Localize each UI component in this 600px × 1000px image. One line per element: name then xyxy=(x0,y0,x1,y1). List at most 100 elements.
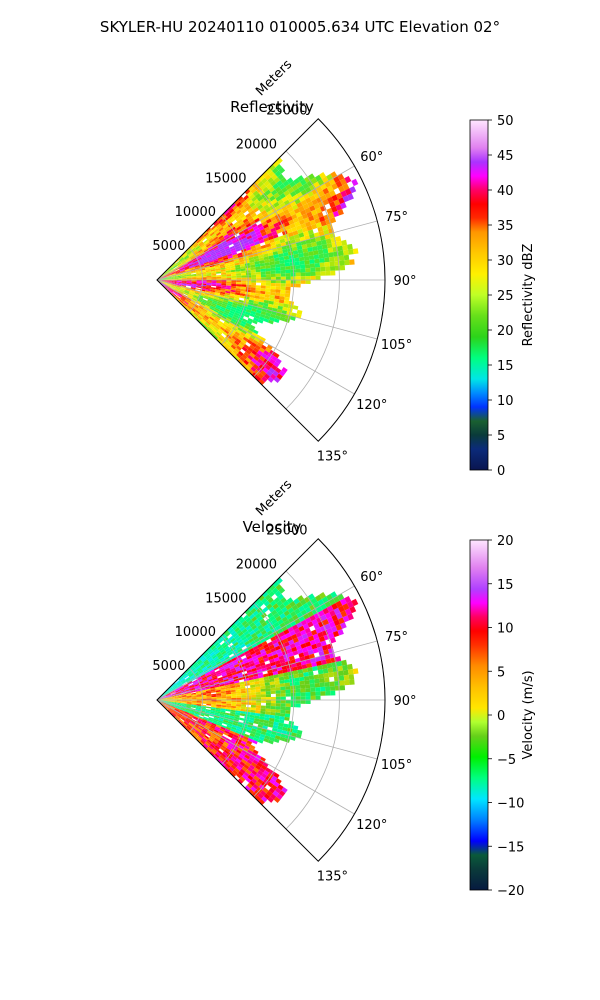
radar-cell xyxy=(272,671,279,676)
radar-cell xyxy=(222,255,228,259)
radar-cell xyxy=(234,619,240,625)
radar-cell xyxy=(209,316,215,321)
radar-cell xyxy=(192,679,198,683)
radar-cell xyxy=(202,667,208,672)
radar-cell xyxy=(174,288,180,291)
radar-cell xyxy=(342,183,350,191)
radar-cell xyxy=(271,207,278,214)
radar-cell xyxy=(176,696,182,698)
radar-cell xyxy=(215,743,222,749)
radar-cell xyxy=(240,729,246,734)
radar-cell xyxy=(183,674,188,679)
radar-cell xyxy=(175,680,180,684)
radar-cell xyxy=(171,280,177,282)
radar-cell xyxy=(209,249,215,253)
radar-cell xyxy=(206,664,212,669)
radar-cell xyxy=(221,735,227,740)
radar-cell xyxy=(255,772,262,779)
radar-cell xyxy=(209,250,216,255)
radar-cell xyxy=(207,228,213,234)
radar-cell xyxy=(171,275,177,277)
radar-cell xyxy=(211,242,217,247)
radar-cell xyxy=(169,688,174,692)
radar-cell xyxy=(292,670,299,675)
radar-cell xyxy=(241,628,248,634)
radar-cell xyxy=(320,640,327,647)
radar-cell xyxy=(216,701,222,704)
radar-cell xyxy=(245,349,252,355)
radar-cell xyxy=(202,259,208,263)
radar-cell xyxy=(211,273,217,276)
radar-cell xyxy=(160,273,165,277)
radar-cell xyxy=(241,704,247,707)
radar-cell xyxy=(322,198,330,206)
radar-cell xyxy=(271,618,278,625)
radar-cell xyxy=(250,712,256,716)
radar-cell xyxy=(185,709,190,712)
radar-cell xyxy=(273,298,280,303)
radar-cell xyxy=(333,199,341,207)
radar-cell xyxy=(176,261,182,266)
radar-cell xyxy=(197,669,203,674)
radar-cell xyxy=(231,277,237,280)
radar-cell xyxy=(347,243,353,250)
radar-cell xyxy=(217,301,223,305)
radar-cell xyxy=(280,280,286,284)
radar-cell xyxy=(274,680,280,685)
radar-cell xyxy=(297,175,305,182)
radar-cell xyxy=(183,265,189,268)
radar-cell xyxy=(329,681,335,687)
radar-cell xyxy=(320,686,326,692)
radar-cell xyxy=(245,690,251,694)
radar-cell xyxy=(166,694,172,697)
radar-cell xyxy=(241,237,248,242)
radar-cell xyxy=(245,197,252,203)
radar-cell xyxy=(295,700,301,704)
radar-cell xyxy=(315,267,321,272)
radar-cell xyxy=(253,238,259,243)
radar-cell xyxy=(236,738,242,743)
radar-cell xyxy=(174,709,180,712)
radar-cell xyxy=(269,681,275,686)
radar-cell xyxy=(321,663,328,670)
radar-cell xyxy=(189,264,195,268)
radar-cell xyxy=(164,270,169,274)
radar-cell xyxy=(233,718,239,722)
radar-cell xyxy=(238,259,245,263)
radar-cell xyxy=(181,716,187,720)
radar-cell xyxy=(164,706,169,710)
radar-cell xyxy=(278,235,285,241)
radar-cell xyxy=(240,688,246,692)
radar-cell xyxy=(211,696,217,699)
radar-cell xyxy=(318,673,325,679)
radar-cell xyxy=(278,299,285,304)
radar-cell xyxy=(161,698,167,700)
radar-cell xyxy=(165,285,170,289)
radar-cell xyxy=(220,669,226,674)
radar-cell xyxy=(190,287,196,290)
radar-cell xyxy=(201,656,206,662)
radar-cell xyxy=(190,256,196,261)
radar-cell xyxy=(346,600,354,609)
radar-cell xyxy=(165,285,170,289)
radar-cell xyxy=(279,192,286,200)
radar-cell xyxy=(212,299,218,304)
radar-cell xyxy=(225,237,232,243)
radar-cell xyxy=(273,781,280,788)
radar-cell xyxy=(212,256,218,261)
radar-cell xyxy=(319,262,326,268)
radar-cell xyxy=(196,246,202,251)
radar-cell xyxy=(231,703,237,707)
radar-cell xyxy=(282,248,288,254)
radar-cell xyxy=(254,734,260,740)
radar-cell xyxy=(190,271,196,274)
radar-cell xyxy=(221,276,227,279)
radar-cell xyxy=(173,266,179,270)
radar-cell xyxy=(220,685,226,689)
radar-cell xyxy=(245,322,251,328)
radar-cell xyxy=(292,624,299,631)
radar-cell xyxy=(242,218,249,224)
radar-cell xyxy=(202,247,208,252)
radar-cell xyxy=(165,691,170,695)
radar-cell xyxy=(282,306,288,312)
